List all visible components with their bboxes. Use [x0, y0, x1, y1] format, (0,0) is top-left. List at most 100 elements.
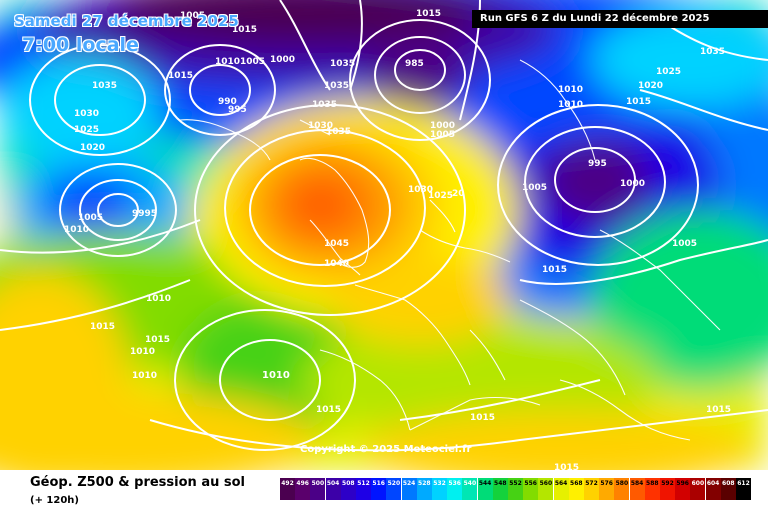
legend-swatch — [280, 478, 295, 500]
legend-swatch — [736, 478, 751, 500]
legend-label: 560 — [539, 480, 553, 487]
pressure-label: 1010 — [215, 57, 240, 67]
pressure-label: 1005 — [522, 183, 547, 193]
legend-label: 516 — [372, 480, 385, 487]
legend-label: 508 — [342, 480, 355, 487]
pressure-label: 1035 — [330, 59, 355, 69]
pressure-label: 1015 — [554, 463, 579, 470]
legend-label: 576 — [600, 480, 613, 487]
legend-label: 512 — [357, 480, 370, 487]
legend-label: 556 — [524, 480, 537, 487]
legend-label: 528 — [418, 480, 431, 487]
pressure-label: 1025 — [656, 67, 681, 77]
legend-label: 540 — [463, 480, 477, 487]
legend-label: 532 — [433, 480, 446, 487]
legend-swatch — [675, 478, 691, 500]
pressure-label: 1030 — [408, 185, 433, 195]
pressure-label: 990 — [218, 97, 237, 107]
legend-swatch — [462, 478, 478, 500]
pressure-label: 1010 — [130, 347, 155, 357]
legend-swatch — [447, 478, 463, 500]
legend-label: 492 — [281, 480, 294, 487]
legend-label: 524 — [402, 480, 416, 487]
legend-swatch — [295, 478, 311, 500]
legend-label: 496 — [296, 480, 309, 487]
legend-swatch — [325, 478, 341, 500]
pressure-label: 1035 — [312, 100, 337, 110]
legend-swatch — [705, 478, 721, 500]
legend-swatch — [386, 478, 402, 500]
legend-swatch — [629, 478, 645, 500]
legend-label: 500 — [311, 480, 325, 487]
pressure-label: 1020 — [80, 143, 105, 153]
legend-label: 552 — [509, 480, 522, 487]
legend-swatch — [492, 478, 508, 500]
pressure-label: 1005 — [180, 11, 205, 21]
legend-label: 612 — [737, 480, 750, 487]
legend-swatch — [553, 478, 569, 500]
forecast-local-time: 7:00 locale — [22, 34, 139, 56]
legend-swatch — [568, 478, 584, 500]
pressure-label: 1010 — [558, 100, 583, 110]
legend-swatch — [523, 478, 539, 500]
legend-swatch — [477, 478, 493, 500]
legend-label: 604 — [706, 480, 720, 487]
legend-label: 548 — [494, 480, 507, 487]
legend-swatch — [720, 478, 736, 500]
pressure-label: 995 — [228, 105, 247, 115]
legend-label: 584 — [630, 480, 644, 487]
legend-label: 592 — [661, 480, 674, 487]
footer-subtitle: (+ 120h) — [30, 495, 79, 506]
geopotential-field — [0, 0, 768, 470]
pressure-label: 1015 — [90, 322, 115, 332]
legend-swatch — [690, 478, 706, 500]
pressure-label: 1035 — [326, 127, 351, 137]
legend-label: 568 — [570, 480, 583, 487]
pressure-label: 1045 — [324, 239, 349, 249]
legend-label: 520 — [387, 480, 401, 487]
legend-swatch — [584, 478, 599, 500]
footer-title: Géop. Z500 & pression au sol — [30, 475, 245, 490]
pressure-label: 1015 — [316, 405, 341, 415]
legend-swatch — [614, 478, 630, 500]
pressure-label: 1015 — [706, 405, 731, 415]
pressure-label: 1015 — [626, 97, 651, 107]
pressure-label: 995 — [588, 159, 607, 169]
pressure-label: 1035 — [700, 47, 725, 57]
pressure-label: 1010 — [64, 225, 89, 235]
pressure-label: 1010 — [558, 85, 583, 95]
pressure-label: 1005 — [430, 130, 455, 140]
legend-label: 504 — [326, 480, 340, 487]
legend-swatch — [432, 478, 447, 500]
pressure-label: 1015 — [470, 413, 495, 423]
coastlines — [179, 59, 721, 441]
legend-swatch — [644, 478, 660, 500]
pressure-label: 985 — [405, 59, 424, 69]
pressure-label: 1005 — [78, 213, 103, 223]
legend-swatch — [599, 478, 615, 500]
pressure-label: 1015 — [416, 9, 441, 19]
pressure-label: 1035 — [92, 81, 117, 91]
weather-map: 1005 1015 1015 1035 1030 1025 1020 1015 … — [0, 0, 768, 470]
pressure-label: 20 — [452, 189, 465, 199]
pressure-label: 1000 — [430, 121, 455, 131]
legend-swatch — [416, 478, 432, 500]
map-footer: Géop. Z500 & pression au sol (+ 120h) 49… — [0, 470, 768, 512]
pressure-label: 1015 — [168, 71, 193, 81]
legend-swatch — [538, 478, 554, 500]
legend-label: 544 — [478, 480, 492, 487]
pressure-label: 1010 — [262, 370, 290, 381]
pressure-label: 1000 — [620, 179, 645, 189]
legend-swatch — [310, 478, 326, 500]
isobars — [0, 0, 768, 450]
pressure-label: 1005 — [672, 239, 697, 249]
pressure-label: 1025 — [74, 125, 99, 135]
legend-label: 596 — [676, 480, 689, 487]
pressure-label: 1025 — [428, 191, 453, 201]
pressure-label: 9995 — [132, 209, 157, 219]
legend-swatch — [371, 478, 387, 500]
legend-label: 536 — [448, 480, 461, 487]
pressure-labels: 1005 1015 1015 1035 1030 1025 1020 1015 … — [64, 9, 731, 470]
pressure-label: 1015 — [542, 265, 567, 275]
pressure-label: 1040 — [324, 259, 349, 269]
